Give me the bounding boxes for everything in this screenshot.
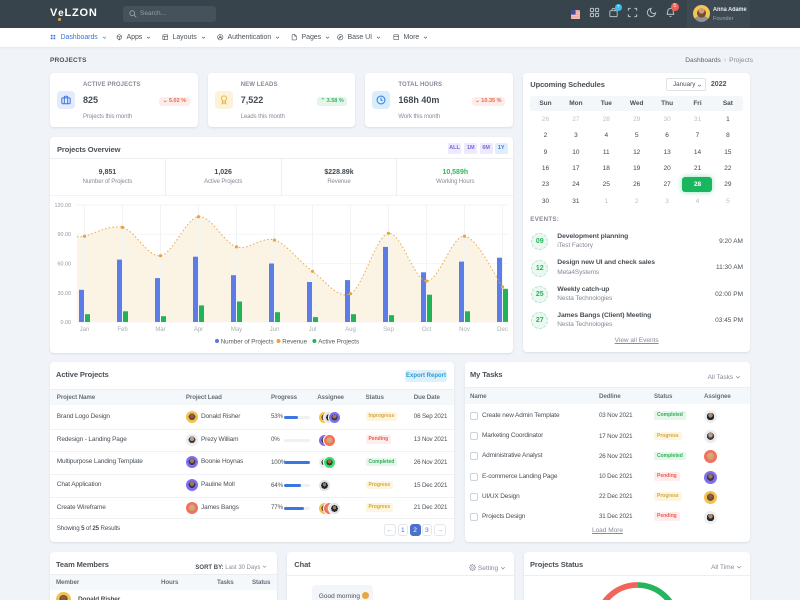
svg-text:30.00: 30.00 xyxy=(58,291,72,297)
svg-text:Aug: Aug xyxy=(345,327,356,333)
svg-text:Dec: Dec xyxy=(497,327,508,333)
svg-text:Nov: Nov xyxy=(459,327,470,333)
svg-text:90.00: 90.00 xyxy=(58,232,72,238)
svg-text:Mar: Mar xyxy=(155,327,165,333)
svg-text:Revenue: Revenue xyxy=(282,338,307,345)
svg-text:Jul: Jul xyxy=(309,327,317,333)
svg-text:0.00: 0.00 xyxy=(61,320,72,326)
svg-text:Oct: Oct xyxy=(422,327,432,333)
svg-text:60.00: 60.00 xyxy=(58,262,72,268)
svg-text:120.00: 120.00 xyxy=(55,203,72,209)
svg-text:Jan: Jan xyxy=(80,327,90,333)
svg-text:May: May xyxy=(231,327,242,333)
svg-text:Sep: Sep xyxy=(383,327,394,333)
svg-text:Active Projects: Active Projects xyxy=(318,338,359,345)
svg-text:Jun: Jun xyxy=(270,327,280,333)
svg-text:Feb: Feb xyxy=(117,327,128,333)
svg-text:Apr: Apr xyxy=(194,327,203,333)
svg-text:Number of Projects: Number of Projects xyxy=(221,338,274,345)
